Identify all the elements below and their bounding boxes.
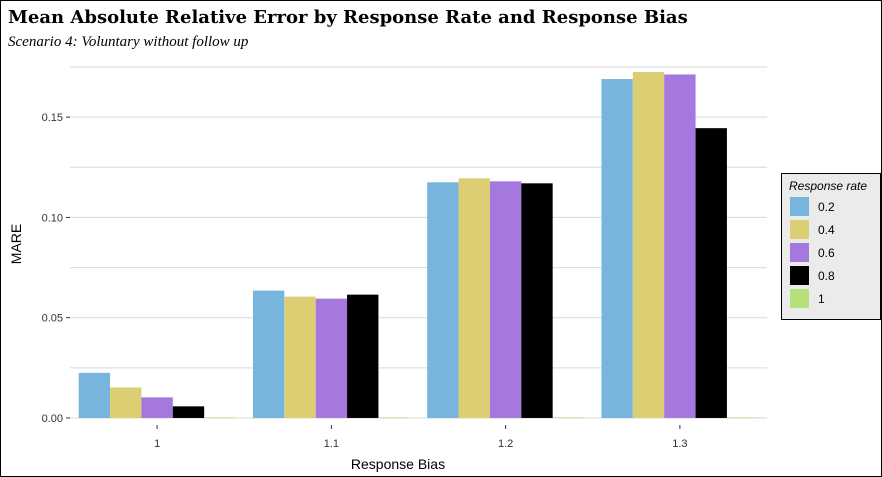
x-tick-label: 1.1 — [324, 438, 339, 450]
bar — [726, 417, 759, 418]
bar — [252, 290, 285, 418]
bar — [284, 296, 316, 418]
bar — [141, 397, 173, 418]
chart-title: Mean Absolute Relative Error by Response… — [8, 7, 688, 28]
x-tick-label: 1.3 — [672, 438, 687, 450]
y-tick-label: 0.05 — [42, 313, 63, 325]
bar — [521, 183, 553, 418]
legend-swatch — [790, 197, 809, 216]
bar — [427, 182, 459, 418]
x-axis-title: Response Bias — [351, 456, 445, 472]
legend-swatch — [790, 289, 809, 308]
bar — [347, 294, 379, 418]
bar — [78, 372, 111, 418]
bar — [632, 72, 665, 418]
bar — [315, 298, 348, 418]
bar — [664, 74, 696, 418]
bar — [489, 181, 522, 418]
x-tick-label: 1.2 — [498, 438, 513, 450]
y-tick-label: 0.00 — [42, 413, 63, 425]
bar — [695, 128, 727, 418]
bar — [458, 178, 490, 418]
bars — [78, 72, 759, 418]
x-tick-label: 1 — [154, 438, 160, 450]
y-axis-title: MARE — [8, 224, 24, 264]
legend-label: 0.6 — [818, 246, 835, 260]
y-tick-label: 0.10 — [42, 212, 63, 224]
legend-label: 0.2 — [818, 200, 835, 214]
legend: Response rate 0.2 0.4 0.6 0.8 1 — [781, 173, 881, 320]
bar — [172, 406, 205, 418]
bar — [552, 417, 585, 418]
legend-label: 0.4 — [818, 223, 835, 237]
legend-label: 1 — [818, 292, 825, 306]
legend-swatch — [790, 266, 809, 285]
legend-swatch — [790, 243, 809, 262]
legend-label: 0.8 — [818, 269, 835, 283]
bar — [110, 387, 142, 418]
bar — [601, 79, 633, 418]
y-tick-label: 0.15 — [42, 112, 63, 124]
axis-ticks: 0.00 0.05 0.10 0.15 1 1.1 1.2 1.3 — [42, 112, 688, 450]
legend-swatch — [790, 220, 809, 239]
bar — [204, 417, 236, 418]
legend-title: Response rate — [789, 179, 868, 193]
bar — [378, 417, 410, 418]
chart-subtitle: Scenario 4: Voluntary without follow up — [8, 34, 249, 50]
